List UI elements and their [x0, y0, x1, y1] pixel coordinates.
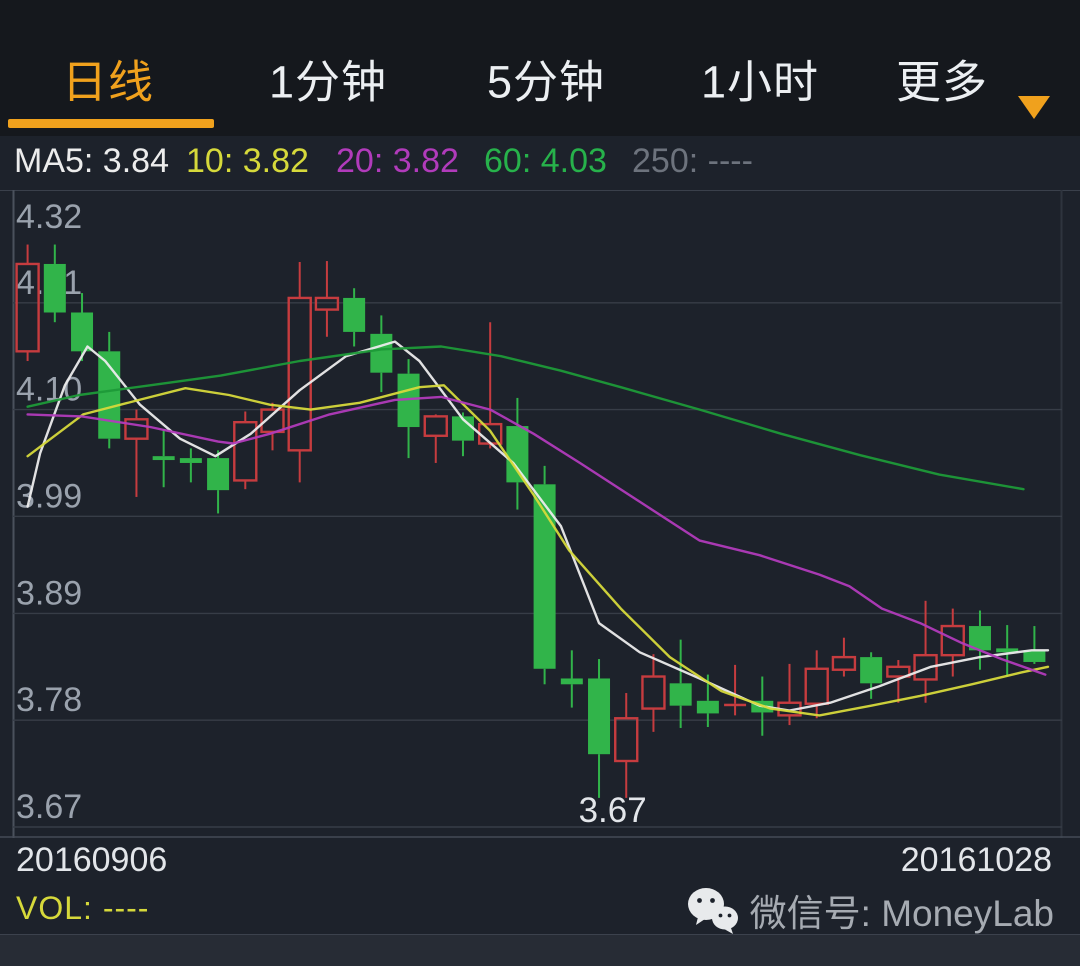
period-tab-bar: 日线 1分钟 5分钟 1小时 更多 — [0, 0, 1080, 136]
ma10-line — [26, 384, 1050, 717]
candle-body-up — [233, 420, 258, 482]
candle-body — [179, 458, 202, 463]
watermark: 微信号: MoneyLab — [684, 886, 1054, 934]
watermark-text: 微信号: MoneyLab — [749, 893, 1054, 934]
ma250-value: 250: ---- — [632, 142, 753, 180]
candle-body — [152, 456, 175, 461]
y-axis-label: 3.99 — [16, 477, 82, 515]
volume-value-label: VOL: ---- — [16, 890, 150, 926]
candle-body-up — [314, 296, 340, 311]
candle-body — [43, 263, 66, 313]
axis-start-date: 20160906 — [16, 841, 168, 879]
candle-body-up — [641, 675, 666, 710]
ma-indicator-row: MA5: 3.84 10: 3.82 20: 3.82 60: 4.03 250… — [0, 136, 1080, 190]
y-axis-label: 3.67 — [16, 788, 82, 826]
tab-more[interactable]: 更多 — [895, 56, 989, 108]
candle-body — [860, 657, 883, 684]
ma60-value: 60: 4.03 — [484, 142, 607, 180]
ma20-value: 20: 3.82 — [336, 142, 459, 180]
candle-body-up — [423, 415, 448, 437]
candle-body-up — [124, 418, 149, 440]
candle-body-up — [15, 262, 40, 353]
ma60-line — [26, 345, 1025, 491]
chevron-down-icon[interactable] — [1018, 96, 1050, 119]
volume-pane — [0, 934, 1080, 966]
candle-body — [506, 426, 529, 483]
tab-1hour[interactable]: 1小时 — [700, 56, 820, 108]
candle-body-up — [287, 296, 312, 452]
axis-end-date: 20161028 — [900, 841, 1052, 879]
tab-1min[interactable]: 1分钟 — [268, 56, 388, 108]
y-axis-label: 3.78 — [16, 681, 82, 719]
candle-body — [451, 416, 474, 441]
candle-body-up — [804, 667, 829, 705]
candle-body — [397, 373, 420, 428]
candle-body — [343, 297, 366, 332]
candle-body — [207, 458, 230, 491]
tab-5min[interactable]: 5分钟 — [486, 56, 606, 108]
active-tab-underline — [8, 119, 214, 128]
volume-label-row: VOL: ---- 微信号: MoneyLab — [0, 886, 1080, 934]
min-price-marker: 3.67 — [579, 791, 647, 830]
y-axis-label: 3.89 — [16, 574, 82, 612]
candlestick-chart[interactable]: 4.324.214.103.993.893.783.673.67 — [0, 190, 1080, 838]
ma5-value: MA5: 3.84 — [14, 142, 169, 180]
candle-body — [968, 626, 991, 651]
wechat-icon — [687, 888, 738, 934]
candle-body — [370, 333, 393, 373]
candle-body-up — [614, 717, 639, 763]
candle-body-up — [913, 653, 938, 681]
candle-body — [724, 703, 747, 707]
candle-body — [1023, 650, 1046, 662]
candle-body-up — [831, 655, 857, 671]
candle-body — [669, 683, 692, 706]
candle-body-up — [886, 665, 911, 678]
candle-body — [996, 648, 1019, 653]
tab-daily[interactable]: 日线 — [61, 56, 155, 108]
candle-body — [533, 484, 556, 669]
candle-body — [71, 312, 94, 352]
ma20-line — [26, 395, 1047, 676]
candle-body — [696, 700, 719, 714]
y-axis-label: 4.32 — [16, 198, 82, 236]
ma5-line — [26, 340, 1050, 712]
candle-body — [588, 678, 611, 755]
candle-body-up — [940, 624, 965, 657]
candle-body — [560, 678, 583, 685]
ma10-value: 10: 3.82 — [186, 142, 309, 180]
date-axis-row: 20160906 20161028 — [0, 841, 1080, 883]
